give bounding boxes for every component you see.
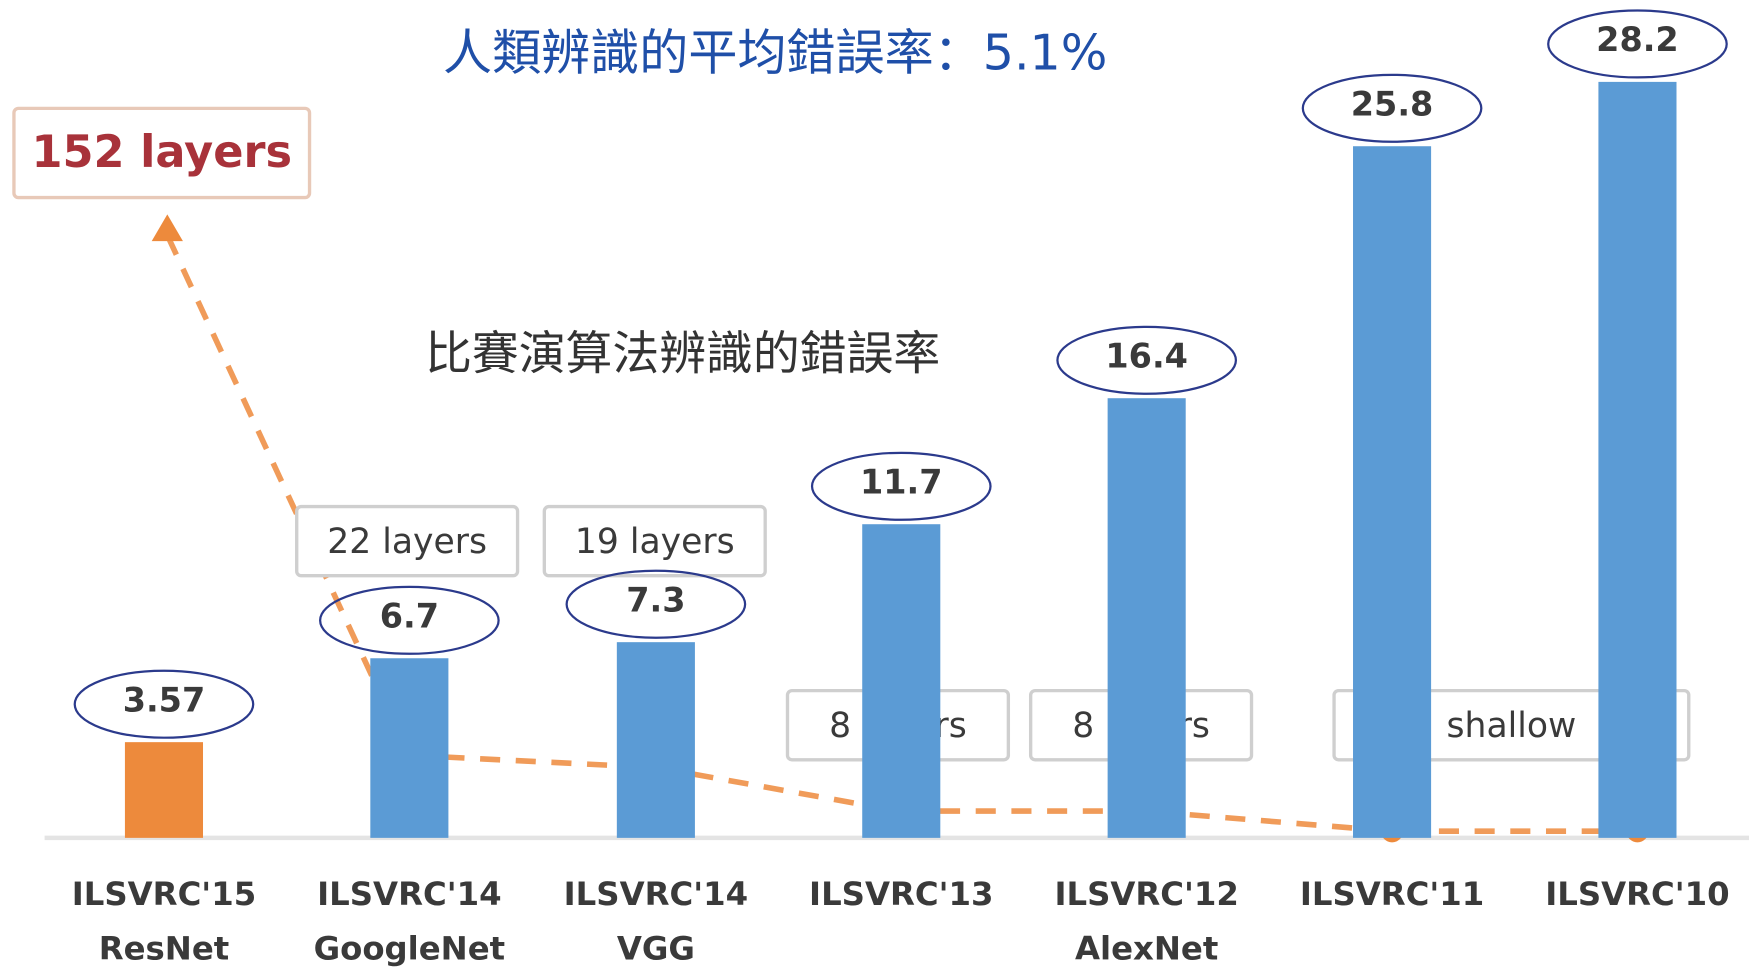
x-tick-label: ILSVRC'14 xyxy=(564,875,748,913)
annotation-label: 19 layers xyxy=(575,522,735,562)
value-label: 3.57 xyxy=(123,681,206,720)
value-label: 7.3 xyxy=(626,581,685,620)
bar xyxy=(616,642,695,838)
chart-subtitle: 比賽演算法辨識的錯誤率 xyxy=(425,328,940,382)
annotation-label: 152 layers xyxy=(31,126,292,178)
annotation-box xyxy=(542,504,767,578)
bar xyxy=(1353,146,1432,838)
x-tick-sublabel: GoogleNet xyxy=(314,930,506,968)
x-tick-sublabel: AlexNet xyxy=(1075,930,1218,968)
annotation-box xyxy=(295,504,520,578)
value-ellipse xyxy=(73,669,255,739)
value-label: 6.7 xyxy=(380,597,439,636)
annotation-label: shallow xyxy=(1447,706,1577,746)
chart-title: 人類辨識的平均錯誤率：5.1% xyxy=(443,23,1107,81)
bar xyxy=(124,742,204,838)
value-ellipse xyxy=(319,585,500,655)
value-ellipse xyxy=(1547,9,1728,79)
value-label: 11.7 xyxy=(860,463,943,502)
value-label: 28.2 xyxy=(1596,20,1679,59)
x-tick-label: ILSVRC'14 xyxy=(317,875,501,913)
value-ellipse xyxy=(1056,325,1238,395)
x-tick-sublabel: VGG xyxy=(617,930,695,968)
bar xyxy=(370,658,449,838)
value-label: 25.8 xyxy=(1351,85,1434,124)
annotation-box xyxy=(12,106,312,200)
bar xyxy=(1107,398,1186,838)
x-tick-label: ILSVRC'13 xyxy=(809,875,993,913)
x-tick-sublabel: ResNet xyxy=(99,930,230,968)
x-tick-label: ILSVRC'10 xyxy=(1545,875,1729,913)
x-tick-label: ILSVRC'15 xyxy=(72,875,256,913)
x-tick-label: ILSVRC'11 xyxy=(1300,875,1484,913)
x-tick-label: ILSVRC'12 xyxy=(1054,875,1238,913)
bar xyxy=(862,524,941,838)
bar xyxy=(1598,81,1677,838)
value-ellipse xyxy=(810,451,992,521)
value-ellipse xyxy=(565,569,747,639)
value-ellipse xyxy=(1301,73,1483,143)
annotation-label: 22 layers xyxy=(327,522,487,562)
value-label: 16.4 xyxy=(1105,337,1188,376)
